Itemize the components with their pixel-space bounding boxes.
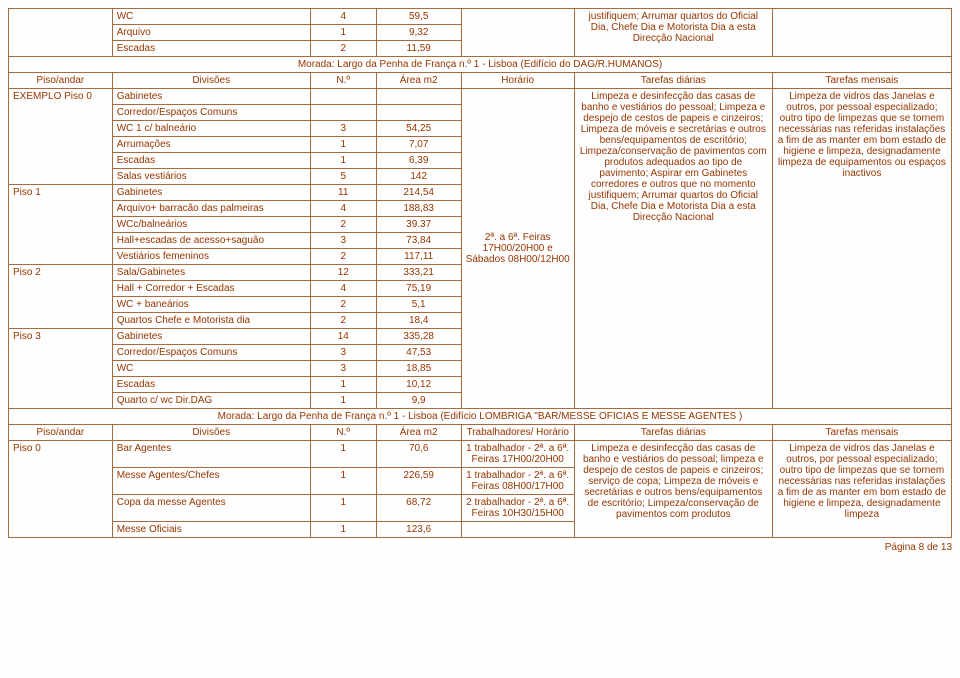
address-row: Morada: Largo da Penha de França n.º 1 -… bbox=[9, 409, 952, 425]
daily-tasks-cell: justifiquem; Arrumar quartos do Oficial … bbox=[574, 9, 772, 57]
header-row: Piso/andar Divisões N.º Área m2 Horário … bbox=[9, 73, 952, 89]
cleaning-spec-table: WC 4 59,5 justifiquem; Arrumar quartos d… bbox=[8, 8, 952, 538]
table-row: WC 4 59,5 justifiquem; Arrumar quartos d… bbox=[9, 9, 952, 25]
table-row: EXEMPLO Piso 0 Gabinetes 2ª. a 6ª. Feira… bbox=[9, 89, 952, 105]
col-piso: Piso/andar bbox=[9, 73, 113, 89]
piso-cell: Piso 3 bbox=[9, 329, 113, 409]
monthly-tasks-cell: Limpeza de vidros das Janelas e outros, … bbox=[772, 441, 951, 538]
col-horario: Horário bbox=[461, 73, 574, 89]
table-row: Piso 0 Bar Agentes 1 70,6 1 trabalhador … bbox=[9, 441, 952, 468]
col-diarias: Tarefas diárias bbox=[574, 73, 772, 89]
address-row: Morada: Largo da Penha de França n.º 1 -… bbox=[9, 57, 952, 73]
daily-tasks-cell: Limpeza e desinfecção das casas de banho… bbox=[574, 441, 772, 538]
daily-tasks-cell: Limpeza e desinfecção das casas de banho… bbox=[574, 89, 772, 409]
piso-cell: Piso 0 bbox=[9, 441, 113, 538]
horario-cell: 2ª. a 6ª. Feiras 17H00/20H00 e Sábados 0… bbox=[461, 89, 574, 409]
piso-cell: EXEMPLO Piso 0 bbox=[9, 89, 113, 185]
col-div: Divisões bbox=[112, 73, 310, 89]
count-cell: 4 bbox=[310, 9, 376, 25]
col-area: Área m2 bbox=[376, 73, 461, 89]
col-n: N.º bbox=[310, 73, 376, 89]
address-cell: Morada: Largo da Penha de França n.º 1 -… bbox=[9, 57, 952, 73]
page-footer: Página 8 de 13 bbox=[8, 538, 952, 553]
piso-cell: Piso 1 bbox=[9, 185, 113, 265]
area-cell: 59,5 bbox=[376, 9, 461, 25]
header-row: Piso/andar Divisões N.º Área m2 Trabalha… bbox=[9, 425, 952, 441]
address-cell: Morada: Largo da Penha de França n.º 1 -… bbox=[9, 409, 952, 425]
division-cell: WC bbox=[112, 9, 310, 25]
piso-cell: Piso 2 bbox=[9, 265, 113, 329]
col-mensais: Tarefas mensais bbox=[772, 73, 951, 89]
monthly-tasks-cell: Limpeza de vidros das Janelas e outros, … bbox=[772, 89, 951, 409]
